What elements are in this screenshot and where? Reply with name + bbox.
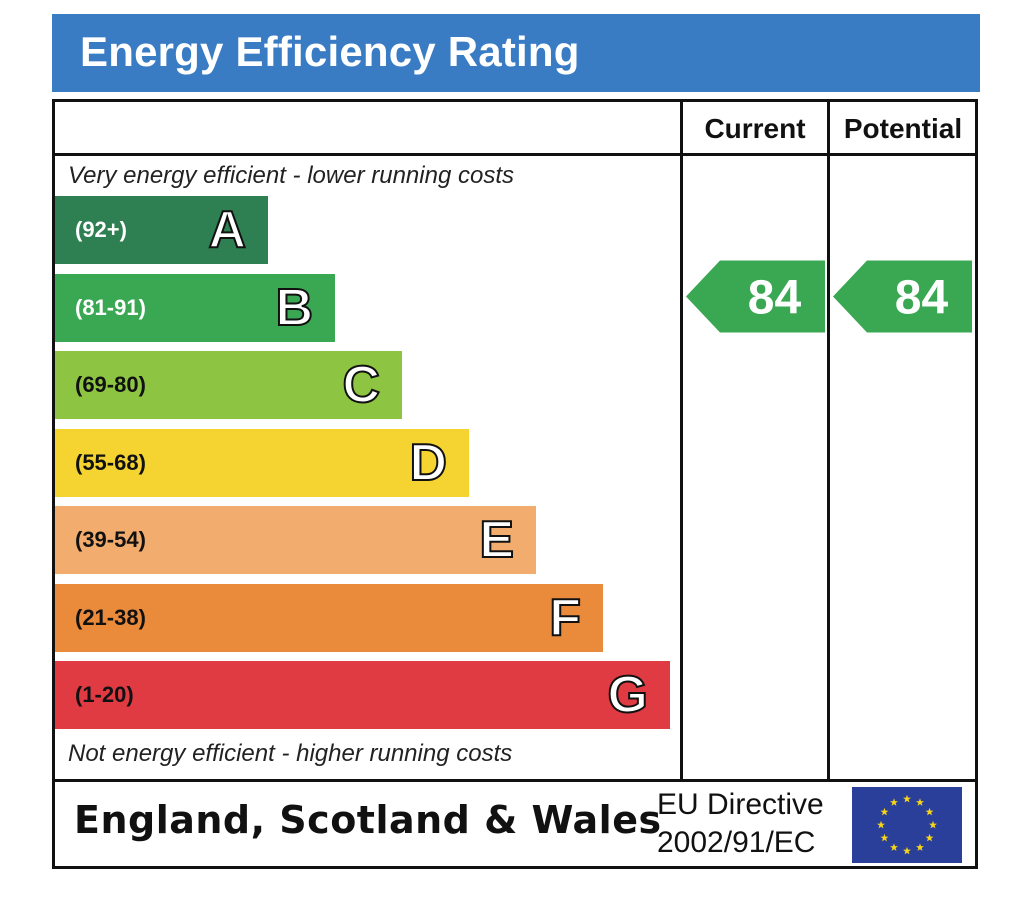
chart-title: Energy Efficiency Rating — [80, 28, 580, 75]
band-range-label: (21-38) — [75, 604, 146, 630]
eu-star-icon — [916, 843, 924, 851]
band-f: (21-38) F — [55, 583, 603, 652]
potential-rating-arrow: 84 — [833, 260, 972, 333]
band-range-label: (69-80) — [75, 372, 146, 397]
rating-table-frame — [52, 99, 978, 869]
directive-line2: 2002/91/EC — [657, 826, 816, 859]
band-g: (1-20) G — [55, 661, 670, 729]
eu-star-icon — [880, 833, 889, 842]
eu-star-icon — [916, 798, 924, 806]
current-arrow-shape — [686, 260, 825, 333]
potential-rating-value: 84 — [895, 272, 949, 325]
footer-divider — [52, 779, 978, 782]
current-column-header: Current — [704, 113, 806, 144]
header-divider — [52, 153, 978, 156]
band-e: (39-54) E — [55, 506, 536, 574]
current-column-divider — [680, 99, 683, 782]
band-letter: E — [478, 510, 515, 570]
footer-directive: EU Directive 2002/91/EC — [657, 786, 824, 862]
band-letter: C — [341, 355, 381, 415]
band-range-label: (92+) — [75, 217, 127, 242]
band-letter: D — [408, 433, 448, 493]
eu-star-icon — [925, 807, 934, 816]
eu-star-icon — [890, 798, 898, 806]
top-caption: Very energy efficient - lower running co… — [68, 162, 514, 189]
band-c: (69-80) C — [55, 351, 402, 419]
eu-star-icon — [877, 820, 885, 829]
band-range-label: (39-54) — [75, 527, 146, 552]
eu-star-icon — [903, 794, 911, 803]
band-d: (55-68) D — [55, 428, 469, 497]
bottom-caption: Not energy efficient - higher running co… — [68, 740, 513, 767]
eu-star-icon — [925, 833, 934, 842]
band-range-label: (1-20) — [75, 682, 134, 707]
band-b: (81-91) B — [55, 273, 335, 342]
footer-region: England, Scotland & Wales — [74, 798, 662, 842]
potential-column-divider — [827, 99, 830, 782]
potential-column-header: Potential — [843, 113, 963, 144]
band-letter: A — [207, 200, 247, 260]
potential-arrow-shape — [833, 260, 972, 333]
current-rating-arrow: 84 — [686, 260, 825, 333]
band-a: (92+) A — [55, 196, 268, 264]
current-rating-value: 84 — [748, 272, 802, 325]
title-banner: Energy Efficiency Rating — [52, 14, 980, 92]
band-letter: B — [274, 278, 314, 338]
eu-star-icon — [880, 807, 889, 816]
eu-star-icon — [903, 846, 911, 855]
band-range-label: (81-91) — [75, 294, 146, 320]
eu-star-icon — [929, 820, 937, 829]
band-letter: G — [607, 665, 649, 725]
band-range-label: (55-68) — [75, 449, 146, 475]
eu-flag-icon — [852, 787, 962, 863]
band-letter: F — [548, 588, 582, 648]
directive-line1: EU Directive — [657, 788, 824, 821]
eu-star-icon — [890, 843, 898, 851]
